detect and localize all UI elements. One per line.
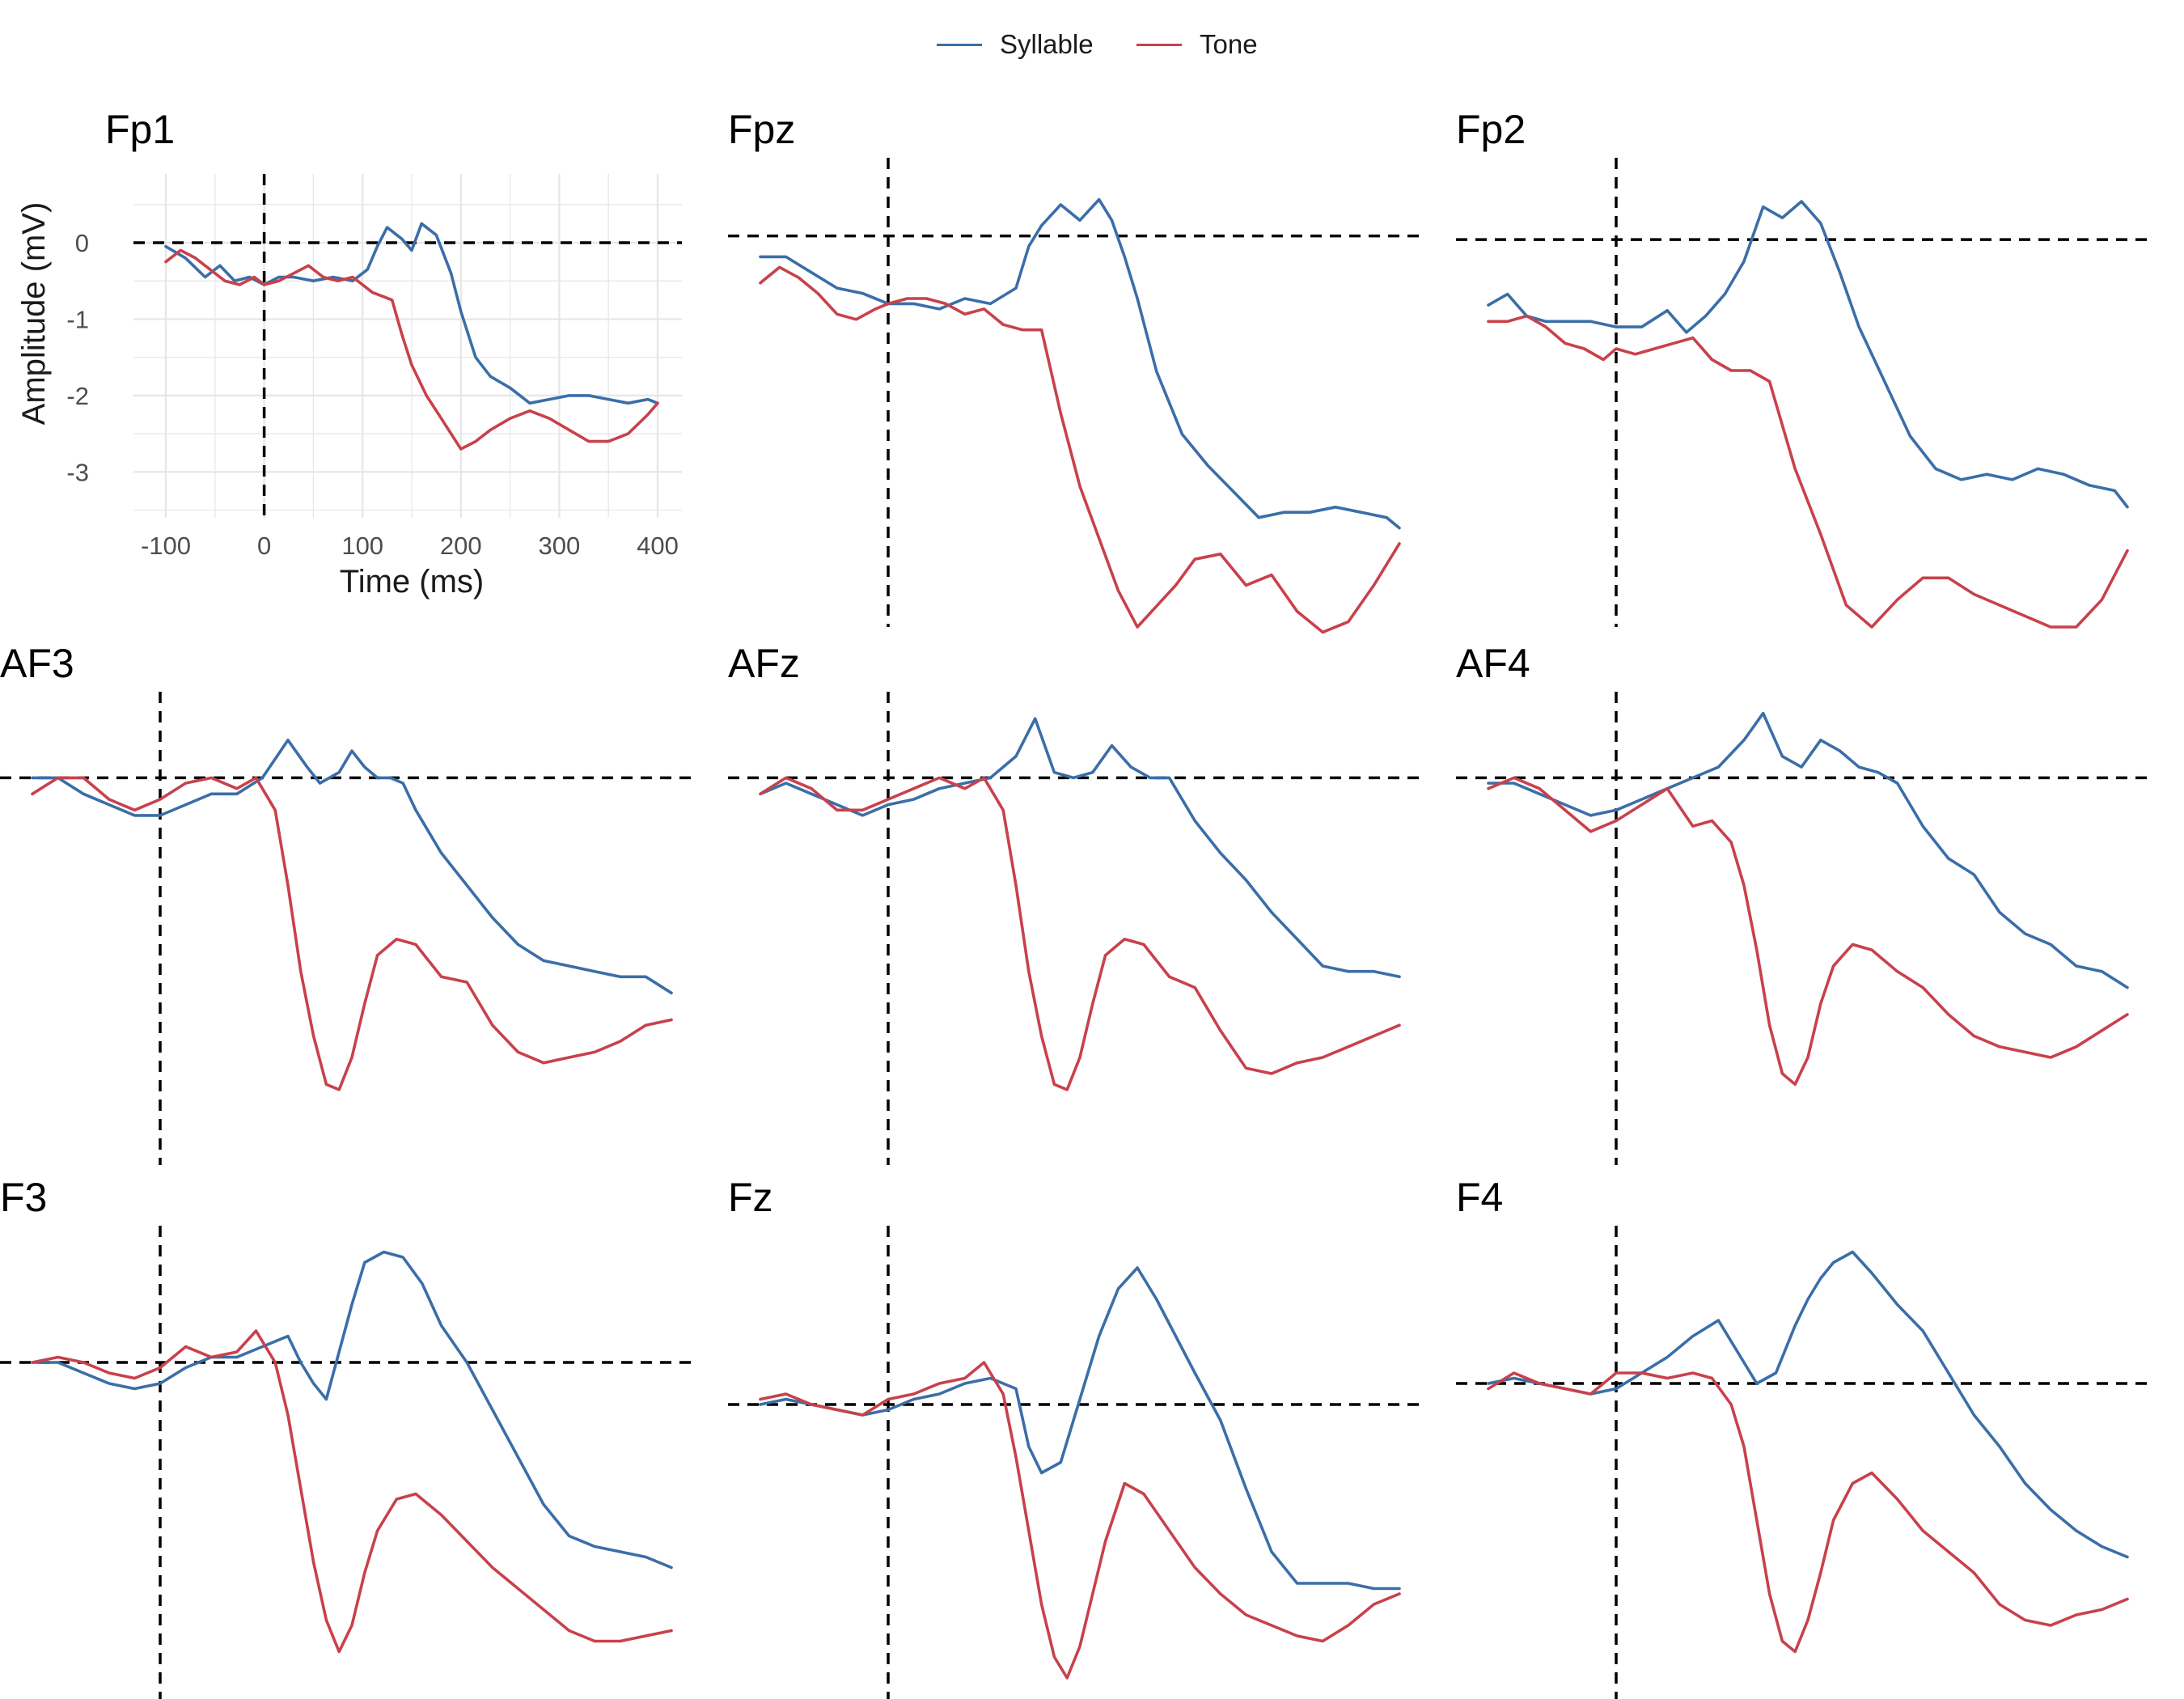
panel-title: Fpz xyxy=(728,107,795,152)
x-axis-label: Time (ms) xyxy=(340,564,484,600)
y-tick-label: -1 xyxy=(66,305,89,333)
legend-label-tone: Tone xyxy=(1200,29,1258,59)
panel-fpz: Fpz xyxy=(728,107,1424,634)
panel-title: AF4 xyxy=(1456,641,1530,686)
series-line-tone xyxy=(31,776,673,1091)
series-line-tone xyxy=(1487,314,2129,629)
panel-f4: F4 xyxy=(1456,1175,2152,1699)
panel-af3: AF3 xyxy=(0,641,696,1165)
panel-title: AF3 xyxy=(0,641,74,686)
panel-fp1: -100 0 100 200 300 400 0 -1 -2 -3 Time (ms) Amplitu… xyxy=(16,107,682,600)
panel-title: Fz xyxy=(728,1175,773,1220)
series-line-tone xyxy=(1487,776,2129,1087)
series-line-tone xyxy=(164,248,659,451)
x-tick-label: 200 xyxy=(440,532,482,560)
legend: Syllable Tone xyxy=(0,0,2184,89)
y-tick-label: -3 xyxy=(66,458,89,486)
series-line-syllable xyxy=(31,739,673,995)
series-line-syllable xyxy=(31,1250,673,1570)
series-line-syllable xyxy=(759,1266,1401,1591)
series-line-syllable xyxy=(759,197,1401,530)
series-line-syllable xyxy=(1487,1250,2129,1559)
series-line-syllable xyxy=(1487,711,2129,989)
x-tick-label: 100 xyxy=(341,532,383,560)
y-tick-label: -2 xyxy=(66,382,89,410)
legend-label-syllable: Syllable xyxy=(1000,29,1094,59)
x-tick-label: 400 xyxy=(637,532,679,560)
panel-title: Fp1 xyxy=(105,107,175,152)
series-line-tone xyxy=(759,776,1401,1091)
panel-title: F3 xyxy=(0,1175,47,1220)
panel-fz: Fz xyxy=(728,1175,1424,1699)
y-tick-label: 0 xyxy=(75,229,89,257)
panel-af4: AF4 xyxy=(1456,641,2152,1165)
gridlines xyxy=(133,174,682,518)
panel-title: Fp2 xyxy=(1456,107,1526,152)
series-line-tone xyxy=(1487,1371,2129,1654)
legend-swatch-tone xyxy=(1136,43,1182,46)
series-line-syllable xyxy=(759,717,1401,979)
panel-f3: F3 xyxy=(0,1175,696,1699)
legend-item-tone: Tone xyxy=(1136,29,1258,60)
panel-fp2: Fp2 xyxy=(1456,107,2152,629)
y-axis-label: Amplitude (mV) xyxy=(16,202,52,426)
legend-item-syllable: Syllable xyxy=(937,29,1094,60)
series-line-tone xyxy=(759,1361,1401,1680)
panel-title: AFz xyxy=(728,641,800,686)
series-line-tone xyxy=(31,1329,673,1654)
x-tick-label: 0 xyxy=(257,532,271,560)
panel-afz: AFz xyxy=(728,641,1424,1165)
series-line-tone xyxy=(759,265,1401,634)
series-line-syllable xyxy=(1487,200,2129,509)
legend-swatch-syllable xyxy=(937,43,982,46)
x-tick-label: 300 xyxy=(539,532,581,560)
x-tick-label: -100 xyxy=(141,532,191,560)
panel-title: F4 xyxy=(1456,1175,1503,1220)
